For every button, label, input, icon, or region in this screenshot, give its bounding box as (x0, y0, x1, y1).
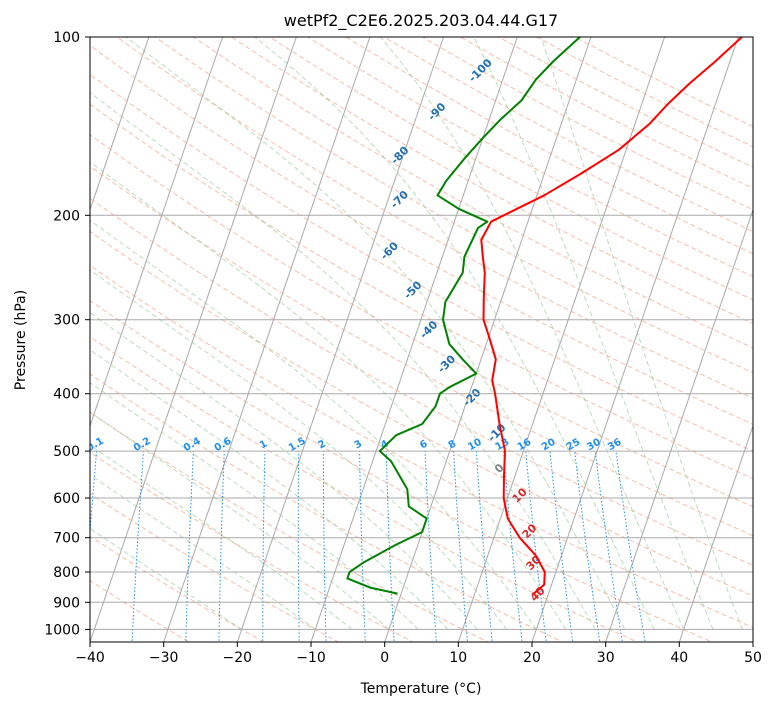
moist-adiabat-line (125, 37, 626, 630)
dry-adiabat-line (90, 264, 753, 629)
isotherm-line (90, 37, 297, 642)
profile-lines (346, 37, 743, 595)
mixing-ratio-line (297, 451, 300, 642)
moist-adiabat-line (90, 219, 537, 630)
dry-adiabat-label: -30 (435, 352, 458, 375)
moist-adiabat-line (90, 444, 353, 630)
y-tick-label: 700 (53, 531, 80, 547)
temperature-line (480, 37, 743, 595)
isotherm-line (531, 37, 739, 642)
dry-adiabat-label: -60 (378, 239, 401, 262)
mixing-ratio-label: 6 (418, 438, 430, 451)
mixing-ratio-line (131, 451, 144, 642)
dry-adiabat-line (90, 373, 564, 642)
isotherm-line (163, 37, 371, 642)
moist-adiabat-line (90, 474, 316, 630)
x-tick-label: 20 (523, 650, 541, 666)
dry-adiabat-line (90, 299, 713, 642)
dry-adiabat-line (383, 37, 753, 233)
moist-adiabat-line (90, 411, 390, 630)
mixing-ratio-line (574, 451, 601, 642)
isotherm-line (678, 424, 753, 642)
y-axis-ticks: 100 200 300 400 500 600 700 800 900 1000 (44, 30, 90, 638)
moist-adiabat-label: 20 (520, 521, 540, 541)
plot-frame (89, 36, 754, 643)
dry-adiabat-label: -20 (460, 386, 483, 409)
isotherm-line (384, 37, 592, 642)
moist-adiabat-line (90, 269, 508, 630)
dry-adiabat-label: -80 (388, 144, 411, 167)
dry-adiabat-line (573, 37, 753, 128)
x-tick-label: −40 (75, 650, 105, 666)
x-tick-label: 50 (744, 650, 762, 666)
x-axis-ticks: −40 −30 −20 −10 0 10 20 30 40 50 (75, 642, 762, 666)
y-tick-label: 800 (53, 565, 80, 581)
moist-adiabat-line (90, 311, 478, 630)
y-axis-label: Pressure (hPa) (13, 290, 29, 390)
x-tick-label: −20 (223, 650, 253, 666)
isotherm-line (90, 37, 224, 428)
mixing-ratio-label: 1 (258, 438, 270, 451)
x-tick-label: 40 (670, 650, 688, 666)
mixing-ratio-line (615, 451, 646, 642)
dewpoint-line (346, 37, 581, 595)
background-lines: 0.1 0.2 0.4 0.6 1 1.5 2 3 4 6 8 10 13 16 20 25 30 36-100-… (0, 10, 753, 654)
mixing-ratio-label: 2 (316, 438, 328, 451)
x-tick-label: −10 (296, 650, 326, 666)
mixing-ratio-line (594, 451, 623, 642)
dry-adiabat-line (90, 411, 489, 642)
y-tick-label: 1000 (44, 622, 80, 638)
mixing-ratio-label: 8 (447, 438, 459, 451)
y-tick-label: 500 (53, 444, 80, 460)
mixing-ratio-line (322, 451, 327, 642)
y-tick-label: 300 (53, 313, 80, 329)
isotherm-line (310, 37, 518, 642)
dry-adiabat-line (90, 580, 190, 642)
dry-adiabat-line (90, 197, 753, 566)
dry-adiabat-line (90, 230, 753, 597)
y-tick-label: 600 (53, 491, 80, 507)
pressure-grid (90, 37, 753, 630)
dry-adiabat-line (459, 37, 753, 189)
dry-adiabat-line (268, 37, 753, 301)
moist-adiabat-line (90, 161, 567, 630)
y-tick-label: 200 (53, 208, 80, 224)
isotherm-line (605, 208, 753, 642)
mixing-ratio-line (262, 451, 266, 642)
x-tick-label: 0 (380, 650, 389, 666)
moist-adiabat-label: 40 (528, 584, 548, 604)
dry-adiabat-line (90, 492, 340, 642)
dry-adiabat-line (90, 336, 639, 642)
y-tick-label: 900 (53, 595, 80, 611)
moist-adiabat-line (254, 37, 655, 630)
moist-adiabat-line (90, 527, 242, 630)
moist-adiabat-label: 10 (510, 485, 530, 505)
chart-title: wetPf2_C2E6.2025.203.04.44.G17 (284, 11, 558, 31)
y-tick-label: 400 (53, 387, 80, 403)
mixing-ratio-line (90, 451, 98, 538)
x-tick-label: 10 (449, 650, 467, 666)
isotherm-line (236, 37, 445, 642)
mixing-ratio-line (424, 451, 437, 642)
mixing-ratio-line (453, 451, 469, 642)
dry-adiabat-label: -50 (401, 278, 424, 301)
mixing-ratio-label: 3 (353, 438, 365, 451)
dry-adiabat-line (90, 165, 753, 537)
x-tick-label: −30 (149, 650, 179, 666)
x-tick-label: 30 (597, 650, 615, 666)
dry-adiabat-line (90, 134, 753, 508)
y-tick-label: 100 (53, 30, 80, 46)
moist-adiabat-line (540, 37, 743, 630)
dry-adiabat-line (90, 451, 414, 642)
x-axis-label: Temperature (°C) (360, 681, 482, 697)
isotherm-line (457, 37, 666, 642)
moist-adiabat-line (90, 92, 596, 630)
dry-adiabat-line (306, 37, 753, 278)
dry-adiabat-line (497, 37, 753, 168)
moist-adiabat-line (90, 349, 449, 630)
isotherm-line (0, 10, 11, 654)
